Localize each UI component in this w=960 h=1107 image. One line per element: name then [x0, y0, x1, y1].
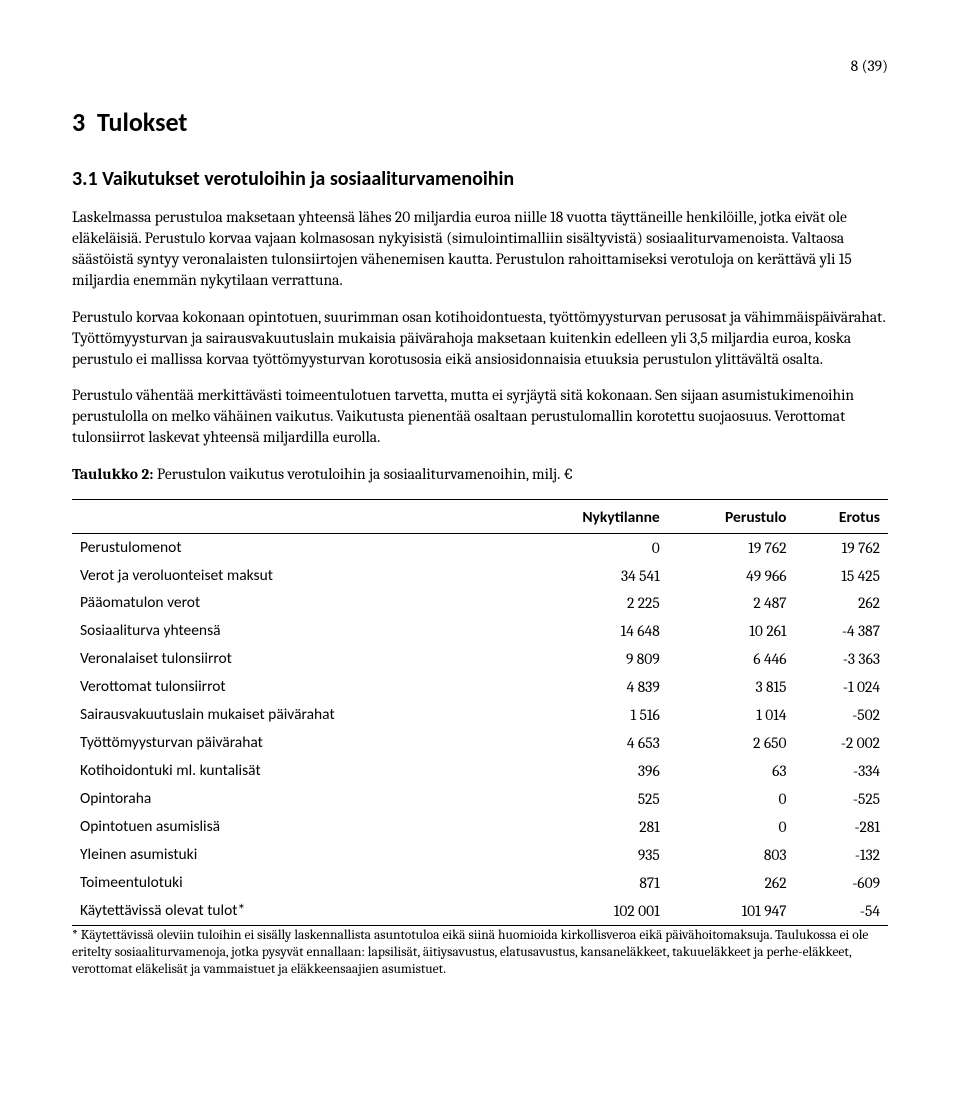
table-cell-label: Sosiaaliturva yhteensä — [72, 618, 515, 646]
table-cell-value: 6 446 — [668, 646, 795, 674]
table-cell-value: 262 — [795, 590, 888, 618]
subsection-number: 3.1 — [72, 167, 98, 191]
table-cell-value: -1 024 — [795, 674, 888, 702]
body-paragraph: Laskelmassa perustuloa maksetaan yhteens… — [72, 207, 888, 291]
table-row: Toimeentulotuki871262-609 — [72, 869, 888, 897]
table-cell-label: Opintoraha — [72, 785, 515, 813]
table-cell-value: 281 — [515, 813, 668, 841]
body-paragraph: Perustulo korvaa kokonaan opintotuen, su… — [72, 307, 888, 370]
table-cell-value: 2 650 — [668, 730, 795, 758]
table-row: Sairausvakuutuslain mukaiset päivärahat1… — [72, 702, 888, 730]
table-cell-value: 525 — [515, 785, 668, 813]
table-cell-label: Veronalaiset tulonsiirrot — [72, 646, 515, 674]
table-row: Pääomatulon verot2 2252 487262 — [72, 590, 888, 618]
table-cell-value: 2 487 — [668, 590, 795, 618]
table-cell-value: 9 809 — [515, 646, 668, 674]
table-cell-value: -609 — [795, 869, 888, 897]
table-cell-value: 1 516 — [515, 702, 668, 730]
table-cell-value: -2 002 — [795, 730, 888, 758]
table-row: Veronalaiset tulonsiirrot9 8096 446-3 36… — [72, 646, 888, 674]
table-cell-value: -54 — [795, 897, 888, 925]
table-cell-value: 396 — [515, 757, 668, 785]
subsection-title: Vaikutukset verotuloihin ja sosiaaliturv… — [102, 167, 514, 191]
section-number: 3 — [72, 106, 85, 138]
table-cell-value: -502 — [795, 702, 888, 730]
table-cell-label: Yleinen asumistuki — [72, 841, 515, 869]
table-cell-label: Toimeentulotuki — [72, 869, 515, 897]
table-cell-value: 101 947 — [668, 897, 795, 925]
table-cell-label: Opintotuen asumislisä — [72, 813, 515, 841]
table-row: Perustulomenot019 76219 762 — [72, 534, 888, 562]
subsection-heading: 3.1 Vaikutukset verotuloihin ja sosiaali… — [72, 166, 888, 193]
table-cell-value: -281 — [795, 813, 888, 841]
table-caption-label: Taulukko 2: — [72, 465, 154, 483]
table-cell-value: -132 — [795, 841, 888, 869]
table-cell-value: 262 — [668, 869, 795, 897]
table-header-row: Nykytilanne Perustulo Erotus — [72, 504, 888, 533]
table-cell-value: 63 — [668, 757, 795, 785]
table-cell-value: 871 — [515, 869, 668, 897]
table-caption-text: Perustulon vaikutus verotuloihin ja sosi… — [154, 465, 573, 483]
table-cell-value: -4 387 — [795, 618, 888, 646]
table-row: Opintotuen asumislisä2810-281 — [72, 813, 888, 841]
table-cell-value: 4 653 — [515, 730, 668, 758]
table-row: Käytettävissä olevat tulot*102 001101 94… — [72, 897, 888, 925]
table-cell-value: 803 — [668, 841, 795, 869]
table-cell-value: 0 — [515, 534, 668, 562]
table-cell-value: 19 762 — [668, 534, 795, 562]
table-cell-value: 14 648 — [515, 618, 668, 646]
table-header-cell: Perustulo — [668, 504, 795, 533]
table-cell-value: 19 762 — [795, 534, 888, 562]
table-cell-label: Pääomatulon verot — [72, 590, 515, 618]
table-row: Työttömyysturvan päivärahat4 6532 650-2 … — [72, 730, 888, 758]
section-heading: 3 Tulokset — [72, 105, 888, 140]
table-cell-value: -525 — [795, 785, 888, 813]
table-header-cell: Erotus — [795, 504, 888, 533]
table-cell-label: Perustulomenot — [72, 534, 515, 562]
table-cell-value: 1 014 — [668, 702, 795, 730]
table-cell-value: 102 001 — [515, 897, 668, 925]
table-row: Yleinen asumistuki935803-132 — [72, 841, 888, 869]
table-cell-value: 0 — [668, 785, 795, 813]
table-cell-value: -334 — [795, 757, 888, 785]
table-cell-label: Kotihoidontuki ml. kuntalisät — [72, 757, 515, 785]
table-cell-label: Verottomat tulonsiirrot — [72, 674, 515, 702]
table-cell-value: 15 425 — [795, 562, 888, 590]
table-header-cell: Nykytilanne — [515, 504, 668, 533]
table-row: Kotihoidontuki ml. kuntalisät39663-334 — [72, 757, 888, 785]
table-cell-label: Verot ja veroluonteiset maksut — [72, 562, 515, 590]
table-row: Verot ja veroluonteiset maksut34 54149 9… — [72, 562, 888, 590]
table-cell-value: 3 815 — [668, 674, 795, 702]
table-caption: Taulukko 2: Perustulon vaikutus verotulo… — [72, 464, 888, 485]
table-header-cell — [72, 504, 515, 533]
body-paragraph: Perustulo vähentää merkittävästi toimeen… — [72, 385, 888, 448]
table-cell-value: 34 541 — [515, 562, 668, 590]
table-cell-value: 4 839 — [515, 674, 668, 702]
table-row: Opintoraha5250-525 — [72, 785, 888, 813]
data-table: Nykytilanne Perustulo Erotus Perustulome… — [72, 499, 888, 926]
table-cell-label: Sairausvakuutuslain mukaiset päivärahat — [72, 702, 515, 730]
table-cell-value: 10 261 — [668, 618, 795, 646]
table-cell-label: Työttömyysturvan päivärahat — [72, 730, 515, 758]
table-cell-label: Käytettävissä olevat tulot* — [72, 897, 515, 925]
table-cell-value: 935 — [515, 841, 668, 869]
table-row: Verottomat tulonsiirrot4 8393 815-1 024 — [72, 674, 888, 702]
table-row: Sosiaaliturva yhteensä14 64810 261-4 387 — [72, 618, 888, 646]
table-cell-value: 49 966 — [668, 562, 795, 590]
table-cell-value: 2 225 — [515, 590, 668, 618]
table-cell-value: -3 363 — [795, 646, 888, 674]
table-footnote: * Käytettävissä oleviin tuloihin ei sisä… — [72, 928, 888, 979]
table-cell-value: 0 — [668, 813, 795, 841]
page-number: 8 (39) — [72, 56, 888, 77]
section-title: Tulokset — [97, 106, 187, 138]
